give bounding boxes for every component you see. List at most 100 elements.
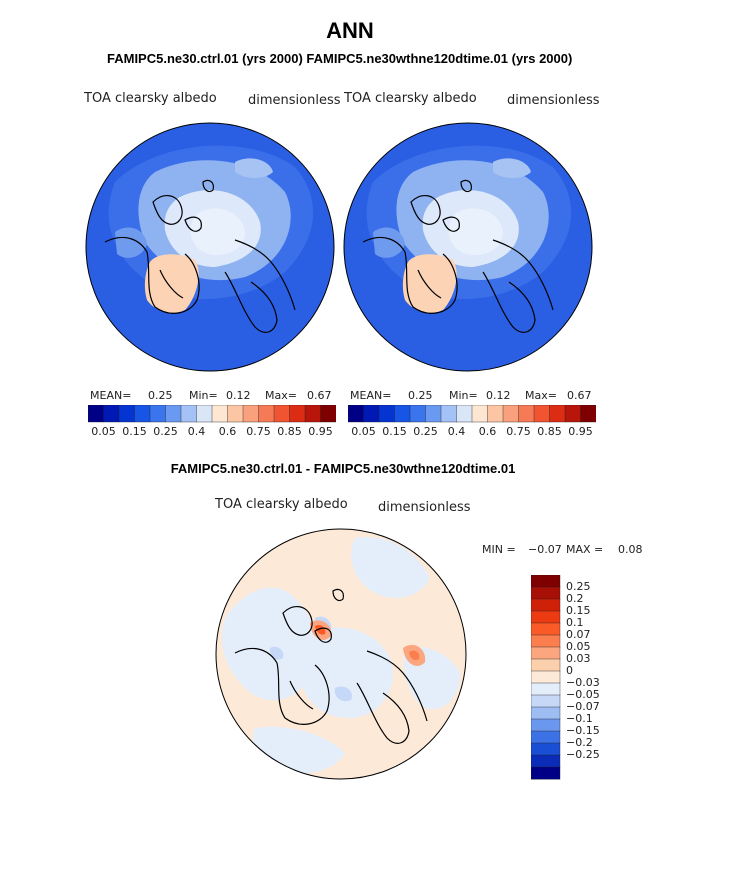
difference-colorbar-swatch [531,706,561,720]
left-colorbar-tick: 0.95 [308,425,333,438]
right-units-label: dimensionless [507,93,600,108]
difference-colorbar-tick: 0.25 [566,580,591,593]
difference-colorbar-swatch [531,718,561,732]
left-colorbar-swatch [320,405,336,423]
difference-colorbar-tick: −0.07 [566,700,600,713]
left-colorbar-tick: 0.6 [218,425,237,438]
right-min-value: 0.12 [486,389,511,402]
difference-min-label: MIN = [482,543,516,556]
right-colorbar-swatch [425,405,442,423]
difference-colorbar-swatch [531,634,561,648]
main-title: ANN [326,18,374,43]
difference-colorbar-tick: −0.15 [566,724,600,737]
left-colorbar-tick: 0.15 [122,425,147,438]
difference-colorbar-tick: 0.1 [566,616,584,629]
left-colorbar-swatch [211,405,229,423]
right-colorbar-swatch [378,405,396,423]
difference-colorbar-tick: −0.25 [566,748,600,761]
difference-colorbar-swatch [531,754,561,768]
difference-colorbar-swatch [531,670,561,684]
difference-colorbar-swatch [531,575,561,588]
right-colorbar-swatch [580,405,596,423]
left-colorbar-swatch [196,405,213,423]
difference-colorbar-swatch [531,586,561,600]
right-colorbar-swatch [471,405,489,423]
left-colorbar-tick: 0.4 [187,425,206,438]
right-colorbar-swatch [549,405,566,423]
left-colorbar-swatch [134,405,151,423]
left-colorbar-swatch [103,405,120,423]
right-polar-map [343,122,593,372]
right-max-value: 0.67 [567,389,592,402]
left-colorbar [88,405,336,423]
right-mean-label: MEAN= [350,389,392,402]
left-colorbar-swatch [258,405,275,423]
left-colorbar-swatch [180,405,198,423]
right-colorbar-swatch [502,405,520,423]
difference-colorbar-tick: 0.07 [566,628,591,641]
difference-variable-label: TOA clearsky albedo [215,497,348,512]
difference-colorbar-tick: −0.2 [566,736,593,749]
difference-colorbar-tick: −0.05 [566,688,600,701]
left-colorbar-swatch [118,405,136,423]
right-colorbar-swatch [348,405,365,423]
left-colorbar-swatch [88,405,105,423]
left-colorbar-swatch [165,405,182,423]
difference-colorbar-swatch [531,610,561,624]
left-max-value: 0.67 [307,389,332,402]
difference-colorbar [531,575,561,780]
difference-colorbar-tick: −0.03 [566,676,600,689]
right-colorbar-tick: 0.05 [351,425,376,438]
left-max-label: Max= [265,389,297,402]
difference-max-value: 0.08 [618,543,643,556]
right-variable-label: TOA clearsky albedo [344,91,477,106]
difference-colorbar-tick: 0.05 [566,640,591,653]
difference-title: FAMIPC5.ne30.ctrl.01 - FAMIPC5.ne30wthne… [170,461,516,476]
left-polar-map [85,122,335,372]
right-colorbar-swatch [564,405,582,423]
right-colorbar-swatch [440,405,458,423]
left-colorbar-swatch [242,405,260,423]
right-colorbar-swatch [394,405,411,423]
subtitle: FAMIPC5.ne30.ctrl.01 (yrs 2000) FAMIPC5.… [107,51,573,66]
difference-units-label: dimensionless [378,500,471,515]
left-colorbar-tick: 0.05 [91,425,116,438]
difference-colorbar-swatch [531,682,561,696]
difference-colorbar-tick: 0.15 [566,604,591,617]
right-colorbar-tick: 0.25 [413,425,438,438]
right-colorbar-swatch [533,405,551,423]
right-min-label: Min= [449,389,478,402]
difference-max-label: MAX = [566,543,604,556]
left-colorbar-swatch [149,405,167,423]
right-colorbar-tick: 0.75 [506,425,531,438]
left-mean-value: 0.25 [148,389,173,402]
difference-colorbar-tick: 0.2 [566,592,584,605]
right-colorbar-tick: 0.6 [478,425,497,438]
difference-colorbar-tick: 0.03 [566,652,591,665]
difference-colorbar-swatch [531,766,561,780]
left-colorbar-tick: 0.25 [153,425,178,438]
left-variable-label: TOA clearsky albedo [84,91,217,106]
right-max-label: Max= [525,389,557,402]
difference-colorbar-tick: 0 [566,664,573,677]
difference-colorbar-swatch [531,742,561,756]
left-mean-label: MEAN= [90,389,132,402]
difference-polar-map [215,528,467,780]
difference-colorbar-swatch [531,622,561,636]
left-colorbar-swatch [227,405,244,423]
difference-min-value: −0.07 [528,543,562,556]
right-mean-value: 0.25 [408,389,433,402]
left-colorbar-swatch [289,405,306,423]
right-colorbar-swatch [409,405,427,423]
right-colorbar-tick: 0.85 [537,425,562,438]
difference-colorbar-swatch [531,730,561,744]
left-colorbar-swatch [304,405,322,423]
left-colorbar-tick: 0.75 [246,425,271,438]
right-colorbar-swatch [518,405,535,423]
difference-colorbar-swatch [531,694,561,708]
difference-colorbar-swatch [531,598,561,612]
left-colorbar-swatch [273,405,291,423]
difference-colorbar-tick: −0.1 [566,712,593,725]
right-colorbar [348,405,596,423]
right-colorbar-swatch [456,405,473,423]
